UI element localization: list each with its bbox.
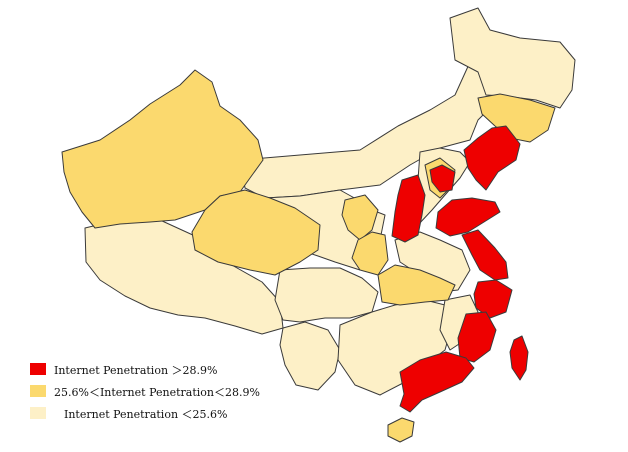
legend-swatch-low xyxy=(30,407,46,419)
yunnan xyxy=(279,321,341,391)
shandong xyxy=(435,197,501,237)
low-regions xyxy=(84,7,576,396)
guangdong xyxy=(399,351,475,413)
hainan xyxy=(387,417,415,443)
shaanxi-south xyxy=(351,231,389,276)
zhejiang xyxy=(473,279,513,319)
legend-label-mid: 25.6%＜Internet Penetration＜28.9% xyxy=(54,386,260,399)
high-regions xyxy=(391,125,529,413)
sichuan-chongqing xyxy=(274,267,379,323)
beijing xyxy=(429,164,456,193)
guizhou-guangxi-hunan xyxy=(337,299,453,396)
xinjiang xyxy=(61,69,264,229)
hubei xyxy=(377,264,456,306)
liaoning xyxy=(463,125,521,191)
liaoning-jilin-east xyxy=(477,93,556,143)
qinghai xyxy=(191,189,321,276)
shanxi xyxy=(391,174,426,243)
legend-label-low: Internet Penetration ＜25.6% xyxy=(64,408,228,421)
legend-swatch-mid xyxy=(30,385,46,397)
tibet xyxy=(84,219,284,335)
heilongjiang-jilin xyxy=(449,7,576,109)
legend-swatch-high xyxy=(30,363,46,375)
legend-label-high: Internet Penetration ＞28.9% xyxy=(54,364,218,377)
taiwan xyxy=(509,335,529,381)
jiangsu-shanghai xyxy=(461,229,509,281)
fujian xyxy=(457,311,497,363)
